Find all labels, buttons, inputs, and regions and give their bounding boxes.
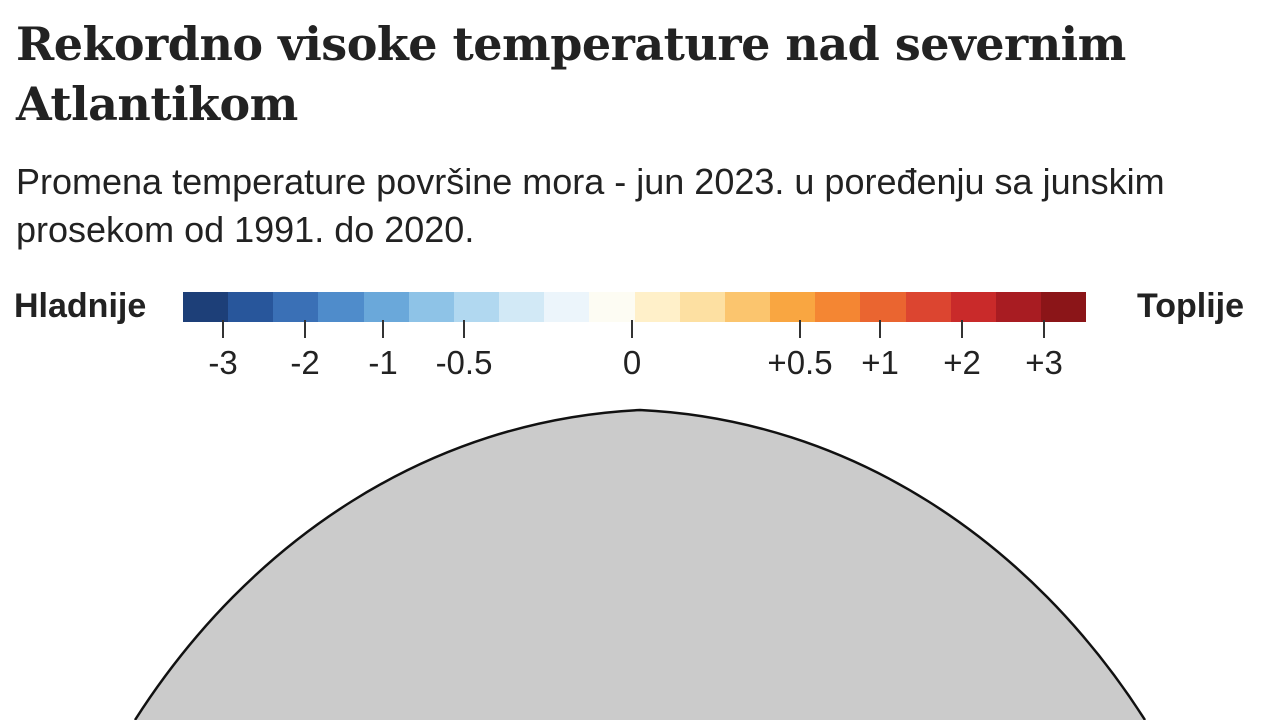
scale-tick-label: +0.5: [767, 344, 833, 381]
scale-swatch: [363, 292, 409, 322]
scale-tick-label: +2: [943, 344, 981, 381]
scale-swatch: [544, 292, 590, 322]
scale-ticks: [183, 320, 1086, 340]
scale-tick-label: -3: [208, 344, 238, 381]
scale-swatch: [228, 292, 274, 322]
scale-tick: [961, 320, 963, 338]
scale-tick-label: -2: [290, 344, 320, 381]
scale-tick: [382, 320, 384, 338]
scale-swatch: [724, 292, 771, 322]
scale-tick: [879, 320, 881, 338]
scale-swatch: [318, 292, 364, 322]
scale-tick-labels: -3 -2 -1 -0.5 0 +0.5 +1 +2 +3: [183, 343, 1086, 383]
scale-tick-label: -1: [368, 344, 398, 381]
scale-swatch: [273, 292, 319, 322]
scale-swatch: [589, 292, 635, 322]
scale-tick: [463, 320, 465, 338]
globe-outline: [133, 408, 1147, 720]
scale-swatch: [634, 292, 680, 322]
scale-tick-label: -0.5: [435, 344, 493, 381]
color-scale: [183, 292, 1087, 322]
scale-tick: [631, 320, 633, 338]
scale-swatch: [950, 292, 996, 322]
legend-cold-label: Hladnije: [14, 287, 147, 325]
scale-swatch: [995, 292, 1041, 322]
scale-tick: [1043, 320, 1045, 338]
scale-swatch: [183, 292, 229, 322]
scale-tick-label: 0: [622, 344, 642, 381]
scale-swatch: [679, 292, 725, 322]
scale-tick: [222, 320, 224, 338]
globe-background: [135, 410, 1145, 720]
scale-swatch: [408, 292, 454, 322]
scale-tick-label: +1: [861, 344, 899, 381]
scale-tick-label: +3: [1025, 344, 1063, 381]
legend-warm-label: Toplije: [1136, 287, 1244, 325]
scale-swatch: [815, 292, 861, 322]
scale-tick: [799, 320, 801, 338]
scale-swatch: [453, 292, 500, 322]
scale-tick: [304, 320, 306, 338]
page-subtitle: Promena temperature površine mora - jun …: [16, 161, 1165, 250]
scale-swatch: [1040, 292, 1087, 322]
scale-swatch: [905, 292, 951, 322]
scale-swatch: [499, 292, 545, 322]
scale-swatch: [860, 292, 906, 322]
anomaly-map: [133, 408, 1147, 720]
scale-swatch: [770, 292, 816, 322]
page-title: Rekordno visoke temperature nad severnim…: [16, 17, 1126, 131]
